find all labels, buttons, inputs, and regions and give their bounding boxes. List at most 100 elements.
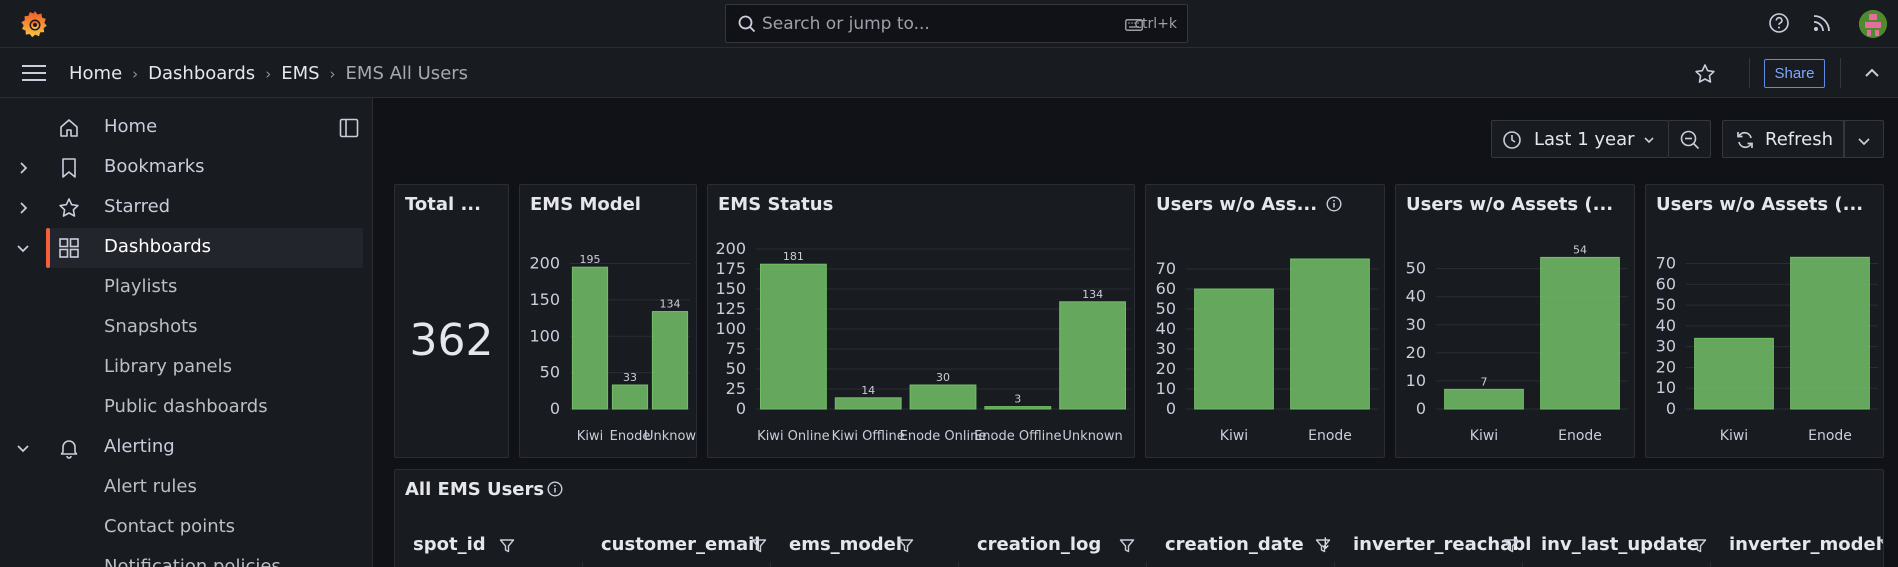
sidebar-item-starred[interactable]: Starred [0, 188, 372, 228]
y-tick-label: 0 [1666, 399, 1676, 418]
data-label: 134 [660, 298, 681, 311]
column-divider [958, 562, 959, 567]
sidebar-item-home[interactable]: Home [0, 108, 372, 148]
column-header-label: customer_email [601, 534, 761, 555]
time-range-picker[interactable]: Last 1 year [1491, 120, 1669, 158]
chevron-right-icon[interactable] [16, 161, 30, 175]
filter-icon[interactable] [1503, 538, 1519, 554]
panel-users-without-assets-2[interactable]: Users w/o Assets (... 0 10 20 30 40 50 7 Kiwi 54… [1395, 184, 1635, 458]
x-tick-label: Enode [1558, 428, 1602, 444]
refresh-interval-dropdown[interactable] [1844, 120, 1884, 158]
refresh-button[interactable]: Refresh [1722, 120, 1844, 158]
info-icon[interactable] [547, 481, 563, 497]
breadcrumb-dashboards[interactable]: Dashboards [148, 63, 256, 84]
user-avatar[interactable] [1859, 10, 1887, 38]
column-header-ems-model[interactable]: ems_model [771, 524, 959, 567]
filter-icon[interactable] [751, 538, 767, 554]
data-label: 195 [580, 253, 601, 266]
sidebar-item-notification-policies[interactable]: Notification policies [0, 548, 372, 567]
y-tick-label: 0 [550, 399, 560, 418]
bookmark-icon [62, 158, 76, 178]
column-header-label: inv_last_update [1541, 534, 1699, 555]
data-label: 134 [1082, 288, 1103, 301]
filter-icon[interactable] [1119, 538, 1135, 554]
filter-icon[interactable] [898, 538, 914, 554]
column-header-label: creation_date [1165, 534, 1304, 555]
chevron-up-icon[interactable] [1863, 64, 1881, 82]
y-tick-label: 50 [1406, 259, 1426, 278]
star-icon [59, 198, 79, 217]
search-shortcut: ctrl+k [1134, 16, 1177, 32]
column-header-customer-email[interactable]: customer_email [583, 524, 771, 567]
column-header-inv-last-update[interactable]: inv_last_update [1523, 524, 1711, 567]
column-header-inverter-model[interactable]: inverter_model [1711, 524, 1884, 567]
y-tick-label: 30 [1406, 315, 1426, 334]
panel-title: All EMS Users [405, 479, 545, 500]
menu-toggle-icon[interactable] [22, 64, 46, 82]
sidebar-item-library-panels[interactable]: Library panels [0, 348, 372, 388]
rss-news-icon[interactable] [1811, 12, 1833, 34]
bar [1444, 388, 1524, 410]
bell-icon [60, 440, 78, 459]
star-icon[interactable] [1694, 63, 1716, 85]
column-header-creation-date[interactable]: creation_date ↓ [1147, 524, 1335, 567]
column-header-creation-log[interactable]: creation_log [959, 524, 1147, 567]
breadcrumb-bar: Home › Dashboards › EMS › EMS All Users … [0, 48, 1898, 98]
x-tick-label: Kiwi Offline [832, 429, 905, 444]
y-tick-label: 25 [726, 379, 746, 398]
y-tick-label: 50 [1656, 295, 1676, 314]
panel-ems-model[interactable]: EMS Model 0 50 100 150 200 195 Kiwi 33 Enode 134 U… [519, 184, 697, 458]
filter-icon[interactable] [1691, 538, 1707, 554]
sidebar-item-contact-points[interactable]: Contact points [0, 508, 372, 548]
filter-icon[interactable] [1315, 538, 1331, 554]
search-input[interactable]: Search or jump to... ctrl+k [725, 4, 1188, 43]
panel-total[interactable]: Total ... 362 [394, 184, 509, 458]
panel-all-ems-users[interactable]: All EMS Users spot_id customer_email ems_m… [394, 469, 1884, 567]
y-tick-label: 40 [1656, 316, 1676, 335]
column-header-spot-id[interactable]: spot_id [395, 524, 583, 567]
x-tick-label: Enode [1808, 428, 1852, 444]
sidebar-item-label: Notification policies [104, 556, 281, 567]
bar [1290, 258, 1370, 410]
breadcrumb: Home › Dashboards › EMS › EMS All Users [69, 63, 468, 84]
panel-users-without-assets-3[interactable]: Users w/o Assets (... 0 10 20 30 40 50 60 70 Kiw… [1645, 184, 1884, 458]
sidebar-item-dashboards[interactable]: Dashboards [0, 228, 372, 268]
time-range-label: Last 1 year [1534, 129, 1635, 150]
clock-icon [1503, 131, 1521, 149]
sidebar-item-alert-rules[interactable]: Alert rules [0, 468, 372, 508]
x-tick-label: Enode Online [900, 429, 987, 444]
filter-icon[interactable] [499, 538, 515, 554]
sidebar-item-snapshots[interactable]: Snapshots [0, 308, 372, 348]
sidebar-item-alerting[interactable]: Alerting [0, 428, 372, 468]
filter-icon-shape [751, 539, 767, 553]
grafana-logo-icon[interactable] [20, 9, 50, 39]
info-icon[interactable] [1326, 196, 1342, 212]
breadcrumb-ems[interactable]: EMS [281, 63, 320, 84]
chevron-down-icon[interactable] [16, 241, 30, 255]
chevron-right-icon[interactable] [16, 201, 30, 215]
bar [1790, 256, 1870, 410]
sidebar-item-label: Public dashboards [104, 396, 268, 417]
filter-icon[interactable] [1879, 538, 1884, 554]
help-icon[interactable] [1768, 12, 1790, 34]
sidebar-item-playlists[interactable]: Playlists [0, 268, 372, 308]
y-tick-label: 40 [1406, 287, 1426, 306]
sidebar-item-public-dashboards[interactable]: Public dashboards [0, 388, 372, 428]
panel-users-without-assets-1[interactable]: Users w/o Ass... 0 10 20 30 40 50 60 70 Kiwi Enod… [1145, 184, 1385, 458]
zoom-out-button[interactable] [1669, 120, 1711, 158]
dock-menu-icon[interactable] [339, 118, 359, 138]
stat-value: 362 [409, 315, 494, 366]
panel-ems-status[interactable]: EMS Status 0 25 50 75 100 125 150 175 200 181 Kiwi… [707, 184, 1135, 458]
y-tick-label: 125 [715, 299, 746, 318]
sidebar-item-bookmarks[interactable]: Bookmarks [0, 148, 372, 188]
share-button[interactable]: Share [1764, 59, 1825, 88]
x-tick-label: Kiwi [1720, 428, 1748, 444]
chevron-right-icon: › [132, 64, 139, 83]
bar [1059, 301, 1127, 410]
x-tick-label: Kiwi Online [757, 429, 829, 444]
column-header-inverter-reachabl[interactable]: inverter_reachabl [1335, 524, 1531, 567]
chevron-down-icon[interactable] [16, 441, 30, 455]
breadcrumb-home[interactable]: Home [69, 63, 123, 84]
